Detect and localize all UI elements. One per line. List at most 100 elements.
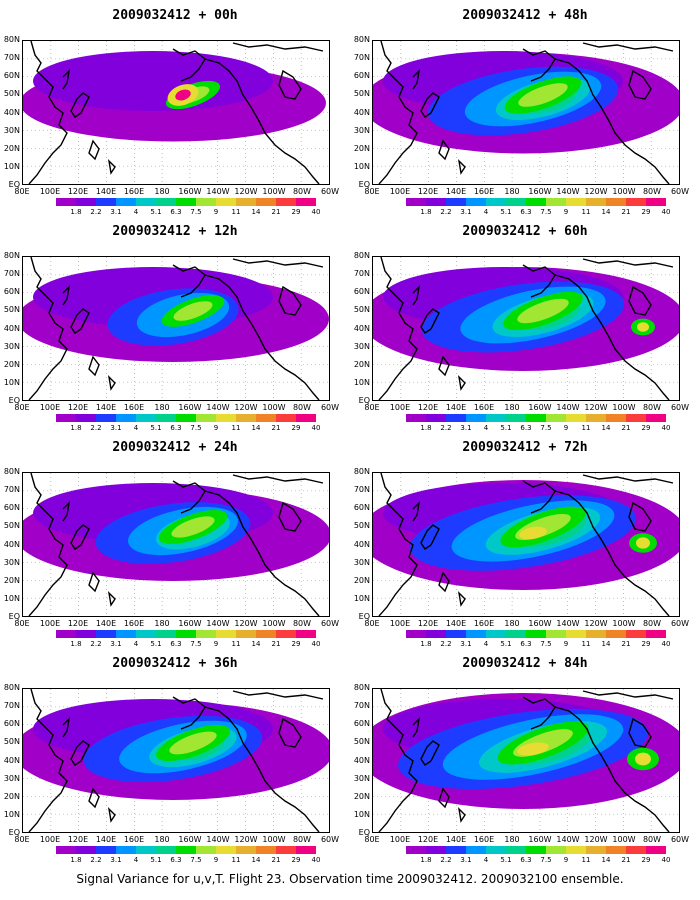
colorbar-swatch [466,414,486,422]
variance-contour [637,322,649,332]
longitude-label: 100W [262,619,286,628]
longitude-label: 160E [473,403,495,412]
colorbar-label: 4 [483,856,489,864]
latitude-label: 70N [3,485,20,495]
colorbar-swatch [626,846,646,854]
longitude-label: 80E [364,187,380,196]
colorbar-swatch [506,630,526,638]
longitude-label: 80E [14,619,30,628]
colorbar-swatch [586,414,606,422]
colorbar-label: 2.2 [440,208,452,216]
variance-contour [175,89,191,101]
map-canvas [373,257,679,400]
longitude-label: 120E [417,619,439,628]
latitude-label: 50N [353,521,370,531]
colorbar-swatch [426,630,446,638]
colorbar-swatch [566,198,586,206]
latitude-label: 50N [3,89,20,99]
longitude-label: 100W [612,619,636,628]
colorbar-label: 5.1 [150,856,162,864]
latitude-label: 50N [3,737,20,747]
colorbar [406,414,666,422]
colorbar-label: 4 [133,640,139,648]
colorbar-label: 9 [213,640,219,648]
colorbar-swatch [96,414,116,422]
longitude-label: 80W [292,619,312,628]
longitude-label: 60W [670,835,690,844]
longitude-label: 140E [95,187,117,196]
colorbar-label: 40 [661,856,671,864]
colorbar-swatch [626,414,646,422]
longitude-label: 60W [670,187,690,196]
colorbar-swatch [406,414,426,422]
colorbar-label: 21 [271,856,281,864]
colorbar-label: 7.5 [540,424,552,432]
longitude-label: 120W [584,403,608,412]
map-canvas [373,473,679,616]
variance-map [372,688,680,833]
colorbar-swatch [136,846,156,854]
latitude-label: 50N [3,521,20,531]
colorbar-swatch [276,630,296,638]
latitude-label: 40N [3,323,20,333]
colorbar-swatch [626,630,646,638]
latitude-label: 20N [3,575,20,585]
map-canvas [23,473,329,616]
latitude-label: 10N [3,809,20,819]
latitude-label: 80N [353,467,370,476]
longitude-label: 100W [612,835,636,844]
variance-contour [636,537,650,549]
map-canvas [373,41,679,184]
longitude-label: 160E [123,403,145,412]
colorbar-swatch [296,630,316,638]
colorbar-label: 29 [641,208,651,216]
colorbar-label: 21 [621,856,631,864]
colorbar-swatch [426,414,446,422]
longitude-label: 60W [320,187,340,196]
longitude-label: 160E [473,619,495,628]
colorbar-label: 14 [601,208,611,216]
latitude-label: 40N [3,755,20,765]
longitude-label: 140E [445,619,467,628]
colorbar-swatch [486,846,506,854]
forecast-panel: 2009032412 + 36h 80N 70N 60N 50N 40N 30N 20N 10N… [0,648,350,866]
longitude-label: 140E [445,187,467,196]
colorbar-swatch [196,846,216,854]
colorbar-label: 11 [581,208,591,216]
colorbar-label: 6.3 [170,424,182,432]
colorbar-label: 11 [231,208,241,216]
longitude-label: 120E [67,835,89,844]
longitude-label: 180 [154,835,170,844]
colorbar [56,414,316,422]
panel-title: 2009032412 + 12h [112,224,238,239]
colorbar-swatch [646,846,666,854]
colorbar-label: 40 [311,856,321,864]
colorbar-label: 5.1 [500,208,512,216]
longitude-label: 80W [642,187,662,196]
longitude-label: 180 [154,187,170,196]
longitude-label: 100E [389,403,411,412]
colorbar-label: 40 [311,208,321,216]
colorbar-label: 2.2 [440,856,452,864]
colorbar-swatch [586,846,606,854]
colorbar-label: 21 [271,424,281,432]
latitude-label: 30N [3,125,20,135]
longitude-label: 60W [320,619,340,628]
longitude-label: 100W [262,835,286,844]
longitude-label: 100W [612,403,636,412]
latitude-label: 30N [3,557,20,567]
colorbar-label: 2.2 [90,856,102,864]
colorbar [406,846,666,854]
latitude-label: 40N [353,539,370,549]
longitude-label: 160E [123,619,145,628]
longitude-label: 120E [417,187,439,196]
latitude-label: 10N [353,593,370,603]
variance-contour [171,516,215,538]
longitude-label: 100E [389,619,411,628]
panel-title: 2009032412 + 00h [112,8,238,23]
figure-caption: Signal Variance for u,v,T. Flight 23. Ob… [76,872,624,886]
colorbar-swatch [406,846,426,854]
colorbar-swatch [276,198,296,206]
latitude-label: 40N [353,107,370,117]
latitude-label: 40N [3,539,20,549]
